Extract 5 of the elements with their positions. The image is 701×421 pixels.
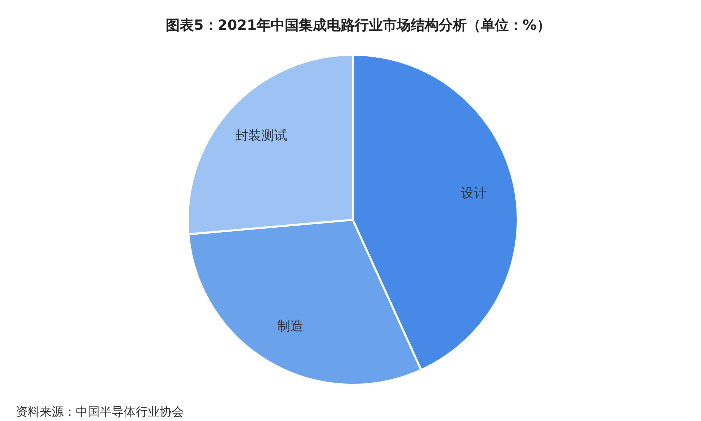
chart-title: 图表5：2021年中国集成电路行业市场结构分析（单位：%） (166, 17, 551, 34)
slice-label: 设计 (460, 186, 487, 202)
slice-label: 制造 (278, 319, 304, 334)
text: 资料来源：中国半导体行业协会 (16, 405, 184, 419)
slice-label: 封装测试 (236, 128, 288, 144)
